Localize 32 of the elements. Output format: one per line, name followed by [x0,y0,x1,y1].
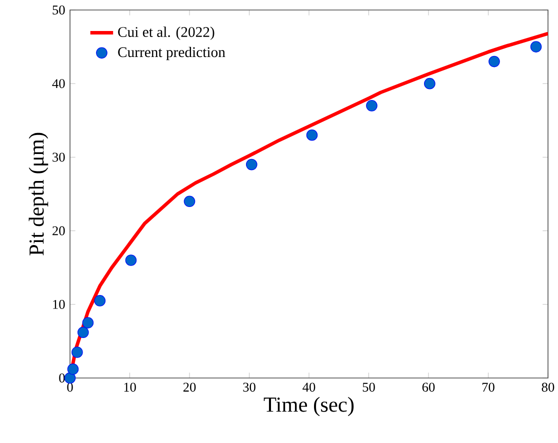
point [72,346,83,358]
y-tick-label: 30 [52,152,65,162]
point [246,158,258,170]
x-tick-label: 70 [482,382,494,392]
point [125,254,137,266]
point [306,129,318,141]
legend-label: Current prediction [118,46,226,60]
legend-label: Cui et al. (2022) [118,26,214,40]
x-tick-label: 50 [362,382,375,392]
point [424,78,436,90]
y-tick-label: 0 [59,373,65,382]
point [366,100,378,112]
point [77,326,89,338]
x-tick-label: 80 [542,382,554,392]
point [530,41,542,52]
x-tick-label: 30 [243,382,256,392]
point [488,56,500,68]
x-tick-label: 0 [67,382,73,392]
x-axis-title: Time (sec) [264,396,354,416]
point [82,317,94,328]
x-tick-label: 10 [124,382,136,392]
point [184,196,196,208]
point [94,295,106,306]
x-tick-label: 60 [422,382,435,392]
y-tick-label: 50 [52,6,65,14]
y-tick-label: 20 [52,226,65,236]
point [67,363,79,375]
y-tick-label: 40 [52,79,65,88]
y-axis-title: Pit depth (μm) [28,132,48,256]
x-tick-label: 20 [183,382,196,392]
x-tick-label: 40 [302,382,316,392]
y-tick-label: 10 [53,300,65,309]
